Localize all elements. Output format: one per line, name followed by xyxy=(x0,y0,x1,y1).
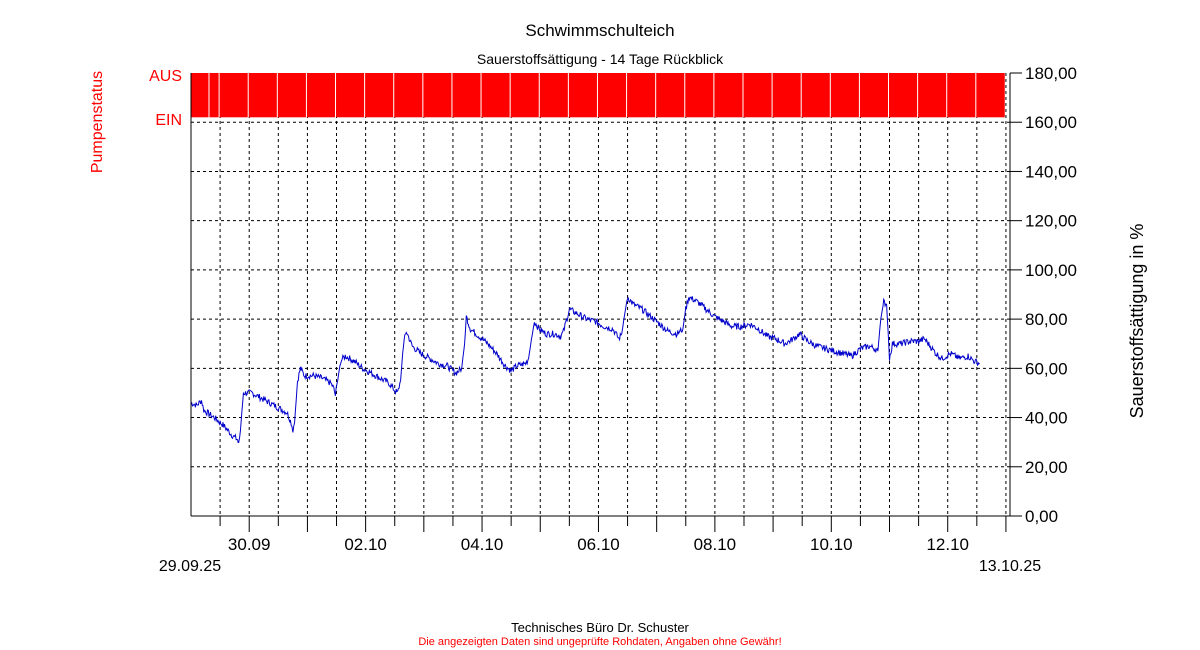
grid xyxy=(191,73,1010,516)
y-tick-label: 0,00 xyxy=(1025,507,1058,526)
axes: 0,00 20,00 40,00 60,00 80,00 100,00 120,00 140,… xyxy=(190,64,1077,554)
chart-title: Schwimmschulteich xyxy=(525,21,674,40)
y-tick-label: 100,00 xyxy=(1025,261,1077,280)
pump-status-band xyxy=(191,73,1005,118)
series-layer xyxy=(190,296,980,444)
y-tick-label: 120,00 xyxy=(1025,212,1077,231)
pump-state-aus: AUS xyxy=(149,68,182,85)
y-tick-label: 20,00 xyxy=(1025,458,1068,477)
footer-disclaimer: Die angezeigten Daten sind ungeprüfte Ro… xyxy=(418,636,781,648)
x-tick-label: 08.10 xyxy=(694,535,737,554)
x-tick-label: 10.10 xyxy=(810,535,853,554)
pump-status-label: Pumpenstatus xyxy=(89,71,106,173)
y-tick-label: 40,00 xyxy=(1025,409,1068,428)
y-tick-label: 60,00 xyxy=(1025,359,1068,378)
x-tick-label: 04.10 xyxy=(461,535,504,554)
x-tick-label: 06.10 xyxy=(577,535,620,554)
x-tick-label: 12.10 xyxy=(926,535,969,554)
y-tick-label: 160,00 xyxy=(1025,113,1077,132)
y-tick-label: 80,00 xyxy=(1025,310,1068,329)
x-tick-label: 30.09 xyxy=(228,535,271,554)
y-tick-label: 140,00 xyxy=(1025,162,1077,181)
chart-subtitle: Sauerstoffsättigung - 14 Tage Rückblick xyxy=(477,51,724,67)
series-line-0 xyxy=(190,296,980,444)
y-axis-label: Sauerstoffsättigung in % xyxy=(1127,224,1147,419)
pump-state-ein: EIN xyxy=(155,112,182,129)
x-end-label: 13.10.25 xyxy=(979,558,1041,575)
y-tick-label: 180,00 xyxy=(1025,64,1077,83)
x-tick-label: 02.10 xyxy=(344,535,387,554)
x-start-label: 29.09.25 xyxy=(159,558,221,575)
footer-credit: Technisches Büro Dr. Schuster xyxy=(511,620,689,635)
